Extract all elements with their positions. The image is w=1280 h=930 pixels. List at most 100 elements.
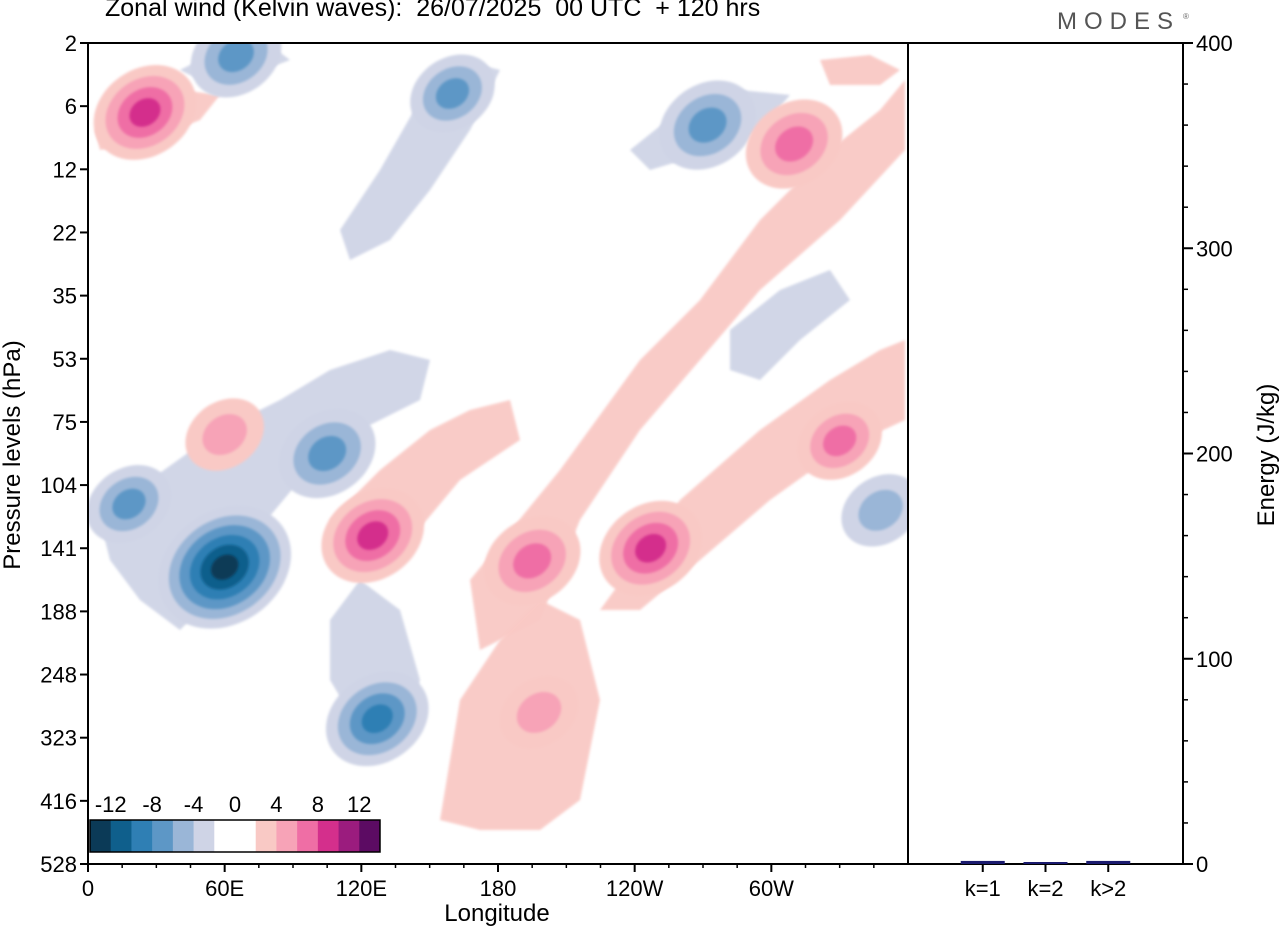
energy-bars: k=1 k=2 k>2: [960, 860, 1131, 901]
y-axis: 2 6 12 22 35 53 75 104 141 188 248 323 416 528: [40, 31, 88, 877]
colorbar-swatch: [110, 820, 132, 852]
positive-anomaly-band: [820, 55, 900, 85]
contour-level: [129, 98, 161, 127]
x-tick-label: 120E: [336, 876, 387, 901]
negative-anomaly-core: [410, 54, 495, 133]
colorbar-label: -12: [95, 792, 127, 817]
colorbar-swatch: [235, 820, 257, 852]
positive-anomaly-core: [93, 65, 197, 160]
colorbar-label: -4: [184, 792, 204, 817]
x-tick-label: 60E: [205, 876, 244, 901]
contour-level: [210, 554, 239, 580]
colorbar-label: 0: [229, 792, 241, 817]
y-tick-label: 248: [40, 663, 77, 688]
brand-registered-mark: ®: [1183, 12, 1189, 21]
positive-anomaly-core: [321, 488, 425, 584]
contour-level: [308, 435, 347, 472]
positive-anomaly-core: [599, 500, 702, 596]
y-tick-label: 141: [40, 536, 77, 561]
positive-anomaly-core: [745, 99, 843, 189]
y-axis-title: Pressure levels (hPa): [0, 340, 26, 569]
contour-level: [513, 543, 552, 579]
contour-level: [357, 521, 389, 550]
x-axis: 0 60E 120E 180 120W 60W: [82, 864, 875, 901]
colorbar-swatch: [90, 820, 112, 852]
energy-tick-label: 300: [1196, 236, 1233, 261]
y-tick-label: 323: [40, 726, 77, 751]
contour-level: [112, 488, 146, 520]
colorbar-swatch: [214, 820, 236, 852]
colorbar-label: 8: [312, 792, 324, 817]
y-tick-label: 75: [53, 410, 77, 435]
x-axis-title: Longitude: [444, 900, 549, 927]
contour-level: [688, 107, 727, 143]
energy-category-label: k=2: [1027, 876, 1063, 901]
x-tick-label: 180: [480, 876, 517, 901]
negative-anomaly-core: [88, 465, 172, 544]
energy-tick-label: 200: [1196, 442, 1233, 467]
negative-anomaly-core: [278, 408, 376, 499]
y-tick-label: 6: [65, 94, 77, 119]
contour-level: [218, 43, 254, 73]
colorbar-swatch: [131, 820, 153, 852]
energy-axis: 0 100 200 300 400: [1183, 31, 1233, 877]
energy-tick-label: 0: [1196, 852, 1208, 877]
energy-bar: [1023, 862, 1068, 864]
energy-category-label: k>2: [1090, 876, 1126, 901]
contour-level: [858, 489, 903, 531]
colorbar-swatch: [297, 820, 319, 852]
negative-anomaly-core: [158, 505, 292, 629]
contour-level: [775, 126, 814, 162]
contour-level: [635, 533, 667, 563]
contour-level: [516, 691, 562, 733]
energy-tick-label: 100: [1196, 647, 1233, 672]
contour-level: [361, 704, 393, 734]
y-tick-label: 53: [53, 347, 77, 372]
energy-axis-title: Energy (J/kg): [1253, 384, 1280, 527]
colorbar-frame: [89, 819, 381, 853]
contour-level: [202, 414, 247, 456]
colorbar-swatch: [172, 820, 195, 852]
colorbar-swatch: [317, 820, 340, 852]
contour-field: [88, 43, 908, 830]
energy-category-label: k=1: [965, 876, 1001, 901]
colorbar-swatch: [255, 820, 277, 852]
y-tick-label: 2: [65, 31, 77, 56]
y-tick-label: 22: [53, 220, 77, 245]
contour-level: [435, 78, 470, 109]
y-tick-label: 416: [40, 789, 77, 814]
y-tick-label: 104: [40, 473, 77, 498]
negative-anomaly-core: [659, 80, 756, 170]
negative-anomaly-band: [730, 270, 850, 380]
energy-bar: [960, 860, 1005, 864]
positive-anomaly-core: [185, 398, 264, 471]
positive-anomaly-band: [470, 80, 905, 650]
colorbar: -12 -8 -4 0 4 8 12: [89, 792, 381, 853]
energy-plot-frame: [907, 42, 1184, 865]
colorbar-label: 4: [270, 792, 282, 817]
energy-bar: [1086, 860, 1131, 864]
brand-logo: MODES: [1057, 8, 1181, 35]
negative-anomaly-core: [325, 671, 429, 767]
y-tick-label: 35: [53, 284, 77, 309]
colorbar-swatch: [338, 820, 360, 852]
colorbar-swatch: [152, 820, 174, 852]
negative-anomaly-core: [190, 43, 282, 98]
chart-title: Zonal wind (Kelvin waves): 26/07/2025 00…: [105, 0, 761, 22]
positive-anomaly-core: [797, 401, 882, 480]
colorbar-swatch: [359, 820, 381, 852]
y-tick-label: 528: [40, 852, 77, 877]
negative-anomaly-core: [841, 474, 908, 547]
colorbar-label: -8: [142, 792, 162, 817]
colorbar-swatch: [193, 820, 215, 852]
positive-anomaly-core: [483, 516, 581, 606]
energy-tick-label: 400: [1196, 31, 1233, 56]
y-tick-label: 12: [53, 157, 77, 182]
colorbar-label: 12: [347, 792, 371, 817]
x-tick-label: 60W: [749, 876, 794, 901]
positive-anomaly-core: [499, 676, 579, 749]
contour-level: [823, 425, 857, 457]
colorbar-swatch: [276, 820, 298, 852]
x-tick-label: 0: [82, 876, 94, 901]
